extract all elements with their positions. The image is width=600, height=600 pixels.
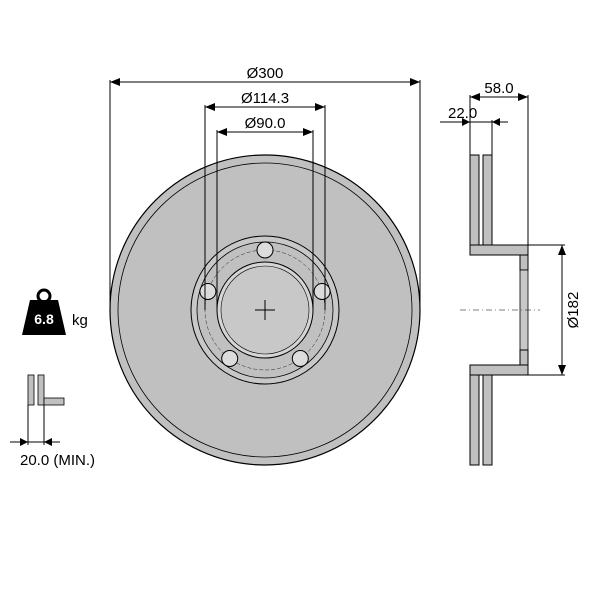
dimension-thickness: 22.0	[440, 105, 508, 155]
weight-value: 6.8	[34, 311, 54, 327]
dimension-hat-diameter: Ø182	[528, 245, 582, 375]
min-thickness-gauge: 20.0 (MIN.)	[10, 375, 95, 469]
thickness-label: 22.0	[448, 105, 477, 122]
outer-diameter-label: Ø300	[247, 65, 284, 82]
bolt-circle-label: Ø114.3	[241, 90, 289, 107]
center-bore-label: Ø90.0	[245, 115, 286, 132]
front-view	[110, 155, 420, 465]
hat-depth-label: 58.0	[484, 80, 513, 97]
min-thickness-label: 20.0 (MIN.)	[20, 452, 95, 469]
weight-icon: 6.8 kg	[22, 290, 88, 335]
brake-disc-diagram: TEXTAR	[0, 0, 600, 600]
hat-diameter-label: Ø182	[565, 292, 582, 329]
weight-unit: kg	[72, 312, 88, 329]
